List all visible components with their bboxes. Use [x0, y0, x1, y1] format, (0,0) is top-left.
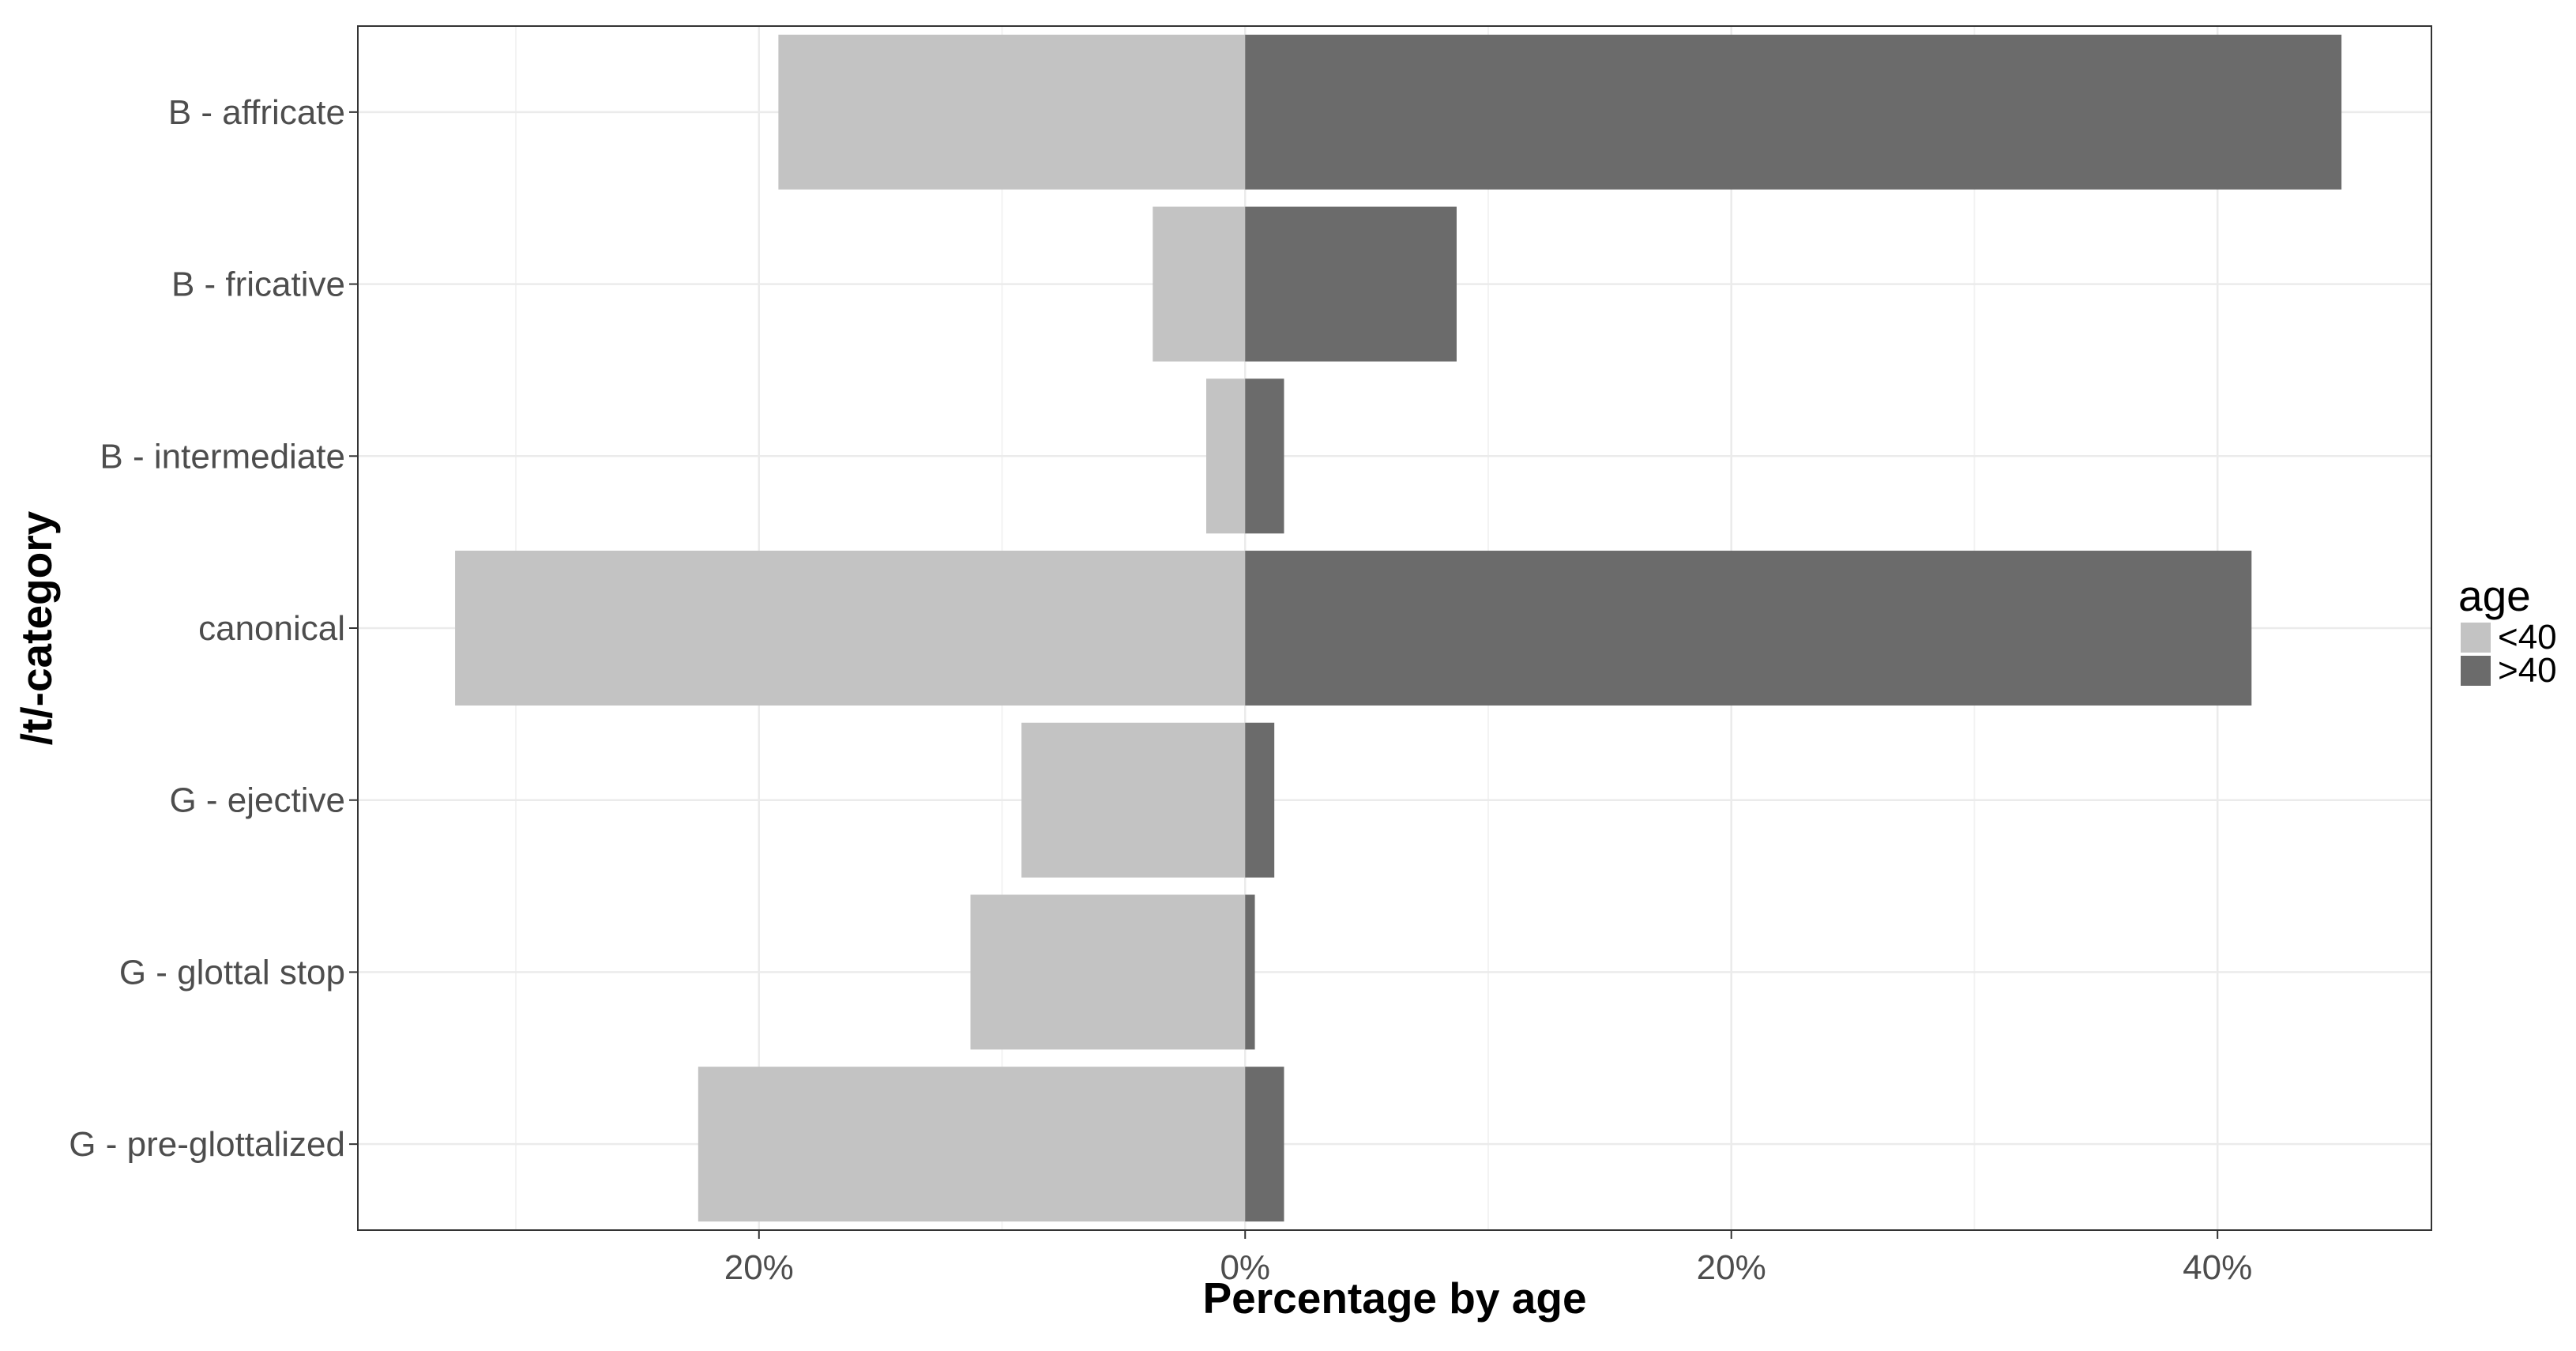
- y-tick-label: G - glottal stop: [119, 953, 345, 992]
- bars: [455, 34, 2342, 1222]
- x-axis-title: Percentage by age: [1202, 1274, 1586, 1323]
- legend-label: <40: [2498, 618, 2557, 657]
- x-tick-label: 20%: [1697, 1248, 1766, 1287]
- bar: [455, 551, 1246, 706]
- legend: age <40>40: [2458, 571, 2557, 690]
- y-tick-label: G - ejective: [169, 781, 345, 820]
- bar: [1245, 1067, 1284, 1222]
- bar: [698, 1067, 1246, 1222]
- legend-key: [2461, 656, 2491, 686]
- bar: [970, 894, 1246, 1050]
- y-axis-title: /t/-category: [12, 510, 61, 745]
- bar: [1021, 722, 1246, 878]
- y-tick-label: B - fricative: [171, 265, 345, 304]
- bar: [778, 34, 1246, 190]
- bar: [1245, 894, 1255, 1050]
- bar: [1245, 34, 2342, 190]
- x-tick-label: 0%: [1220, 1248, 1270, 1287]
- bar: [1245, 551, 2252, 706]
- x-tick-label: 20%: [724, 1248, 794, 1287]
- legend-label: >40: [2498, 651, 2557, 690]
- legend-title: age: [2458, 571, 2531, 620]
- bar: [1153, 206, 1246, 362]
- bar: [1245, 722, 1275, 878]
- y-tick-label: B - intermediate: [100, 437, 345, 476]
- bar: [1206, 378, 1246, 534]
- y-tick-label: B - affricate: [168, 93, 345, 132]
- legend-key: [2461, 623, 2491, 653]
- y-tick-label: canonical: [198, 609, 345, 648]
- y-tick-label: G - pre-glottalized: [69, 1125, 345, 1164]
- bar: [1245, 206, 1457, 362]
- bar: [1245, 378, 1284, 534]
- x-tick-label: 40%: [2183, 1248, 2252, 1287]
- ticks: 20% 0% 20% 40% B - affricate B - fricative B -…: [69, 93, 2252, 1287]
